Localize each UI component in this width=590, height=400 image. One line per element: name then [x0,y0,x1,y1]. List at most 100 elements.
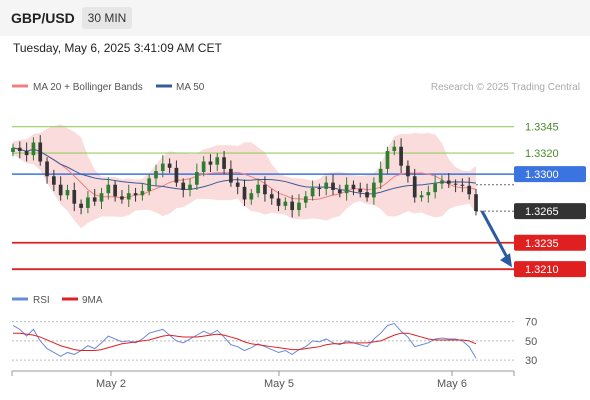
candle-body [113,184,117,197]
timestamp-label: Tuesday, May 6, 2025 3:41:09 AM CET [13,41,222,55]
candle-body [194,172,199,185]
candle-body [147,178,152,192]
candle-body [174,167,179,183]
candle-body [310,187,315,197]
candle-body [263,184,267,195]
rsi-tick-label: 30 [525,355,537,367]
candle-body [92,197,97,202]
forecast-arrow-head [500,253,512,268]
candle-body [297,202,301,211]
candle-body [324,182,329,189]
candle-body [140,191,145,196]
candle-body [446,180,451,184]
candle-body [235,182,240,187]
candle-body [58,184,63,196]
candle-body [372,182,376,198]
x-tick-label: May 2 [96,378,126,390]
symbol-label: GBP/USD [11,10,75,26]
legend-ma20-label: MA 20 + Bollinger Bands [33,82,143,93]
candle-body [160,163,165,171]
pivot-label-box [514,166,586,183]
candle-body [419,195,424,198]
candle-body [120,196,124,200]
candle-body [222,157,226,169]
candle-body [188,184,192,190]
x-tick-label: May 6 [437,378,467,390]
candle-body [126,193,131,200]
candle-body [31,142,36,156]
candle-body [215,157,220,165]
candle-body [24,150,29,156]
rsi-tick-label: 50 [525,336,537,348]
support-label: 1.3235 [525,238,559,250]
candle-body [433,183,437,193]
candle-body [290,201,295,211]
candle-body [337,190,342,194]
candle-body [201,161,206,173]
candle-body [276,198,281,206]
current-price-box [514,203,586,220]
candle-body [65,190,70,196]
candle-body [269,194,274,199]
candle-body [317,187,322,189]
candle-body [392,146,397,151]
legend-ma20-swatch [12,84,28,88]
candle-body [399,146,403,166]
candle-body [453,183,458,185]
candle-body [358,188,363,193]
candle-body [474,194,478,212]
candle-body [440,180,444,184]
support-label-box [514,261,586,278]
support-label-box [514,234,586,251]
candle-body [331,182,335,190]
candle-body [229,168,233,183]
candle-body [385,150,390,169]
candle-body [45,161,49,177]
rsi-ma-line [13,332,477,352]
candle-body [406,165,410,177]
candle-body [86,197,90,208]
candle-body [17,147,22,151]
timeframe-badge[interactable]: 30 MIN [82,7,132,29]
candle-body [181,182,186,190]
candle-body [208,161,213,165]
candle-body [365,192,369,198]
legend-rsi-swatch [12,297,28,301]
support-label: 1.3210 [525,264,559,276]
candle-body [38,142,43,162]
ma20-line [12,147,477,201]
current-price-label: 1.3265 [525,206,559,218]
candle-body [256,184,260,194]
candle-body [11,147,15,152]
candle-body [52,176,56,185]
x-tick-label: May 5 [264,378,294,390]
candle-body [106,184,111,194]
resistance-label: 1.3320 [525,148,559,160]
candle-body [283,201,288,206]
candle-body [167,163,172,168]
candle-body [99,193,104,202]
legend-rsi-ma-label: 9MA [82,295,103,306]
watermark: Research © 2025 Trading Central [431,82,580,93]
candle-body [344,184,349,194]
candle-body [460,184,465,186]
candle-body [303,196,308,203]
candle-body [249,193,254,200]
candle-body [242,186,247,200]
candle-body [351,184,356,189]
rsi-line [12,322,477,359]
legend-rsi-label: RSI [33,295,50,306]
rsi-tick-label: 70 [525,317,537,329]
candle-body [154,171,158,179]
pivot-label: 1.3300 [525,169,559,181]
candle-body [72,190,77,204]
candle-body [426,192,431,196]
candle-body [378,168,383,183]
chart-header: GBP/USD 30 MIN [0,0,590,36]
legend-ma50-label: MA 50 [176,82,205,93]
candle-body [133,193,138,196]
candle-body [79,203,83,208]
legend-rsi-ma-swatch [62,297,78,301]
candle-body [412,176,417,198]
resistance-label: 1.3345 [525,122,559,134]
